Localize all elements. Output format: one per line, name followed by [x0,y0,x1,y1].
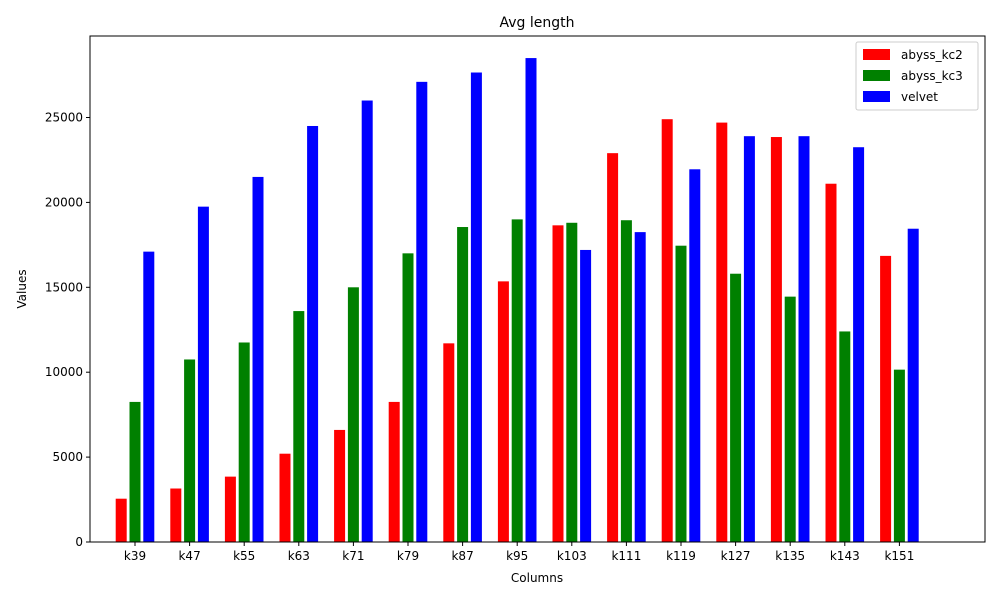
bar-abyss_kc3-k103 [566,222,578,542]
bars-layer [115,58,919,543]
y-tick-label: 5000 [52,450,83,464]
bar-velvet-k135 [798,136,810,542]
bar-velvet-k103 [580,249,592,542]
x-tick-label: k95 [506,549,528,563]
bar-abyss_kc2-k47 [170,488,182,542]
bar-abyss_kc3-k143 [839,331,851,542]
bar-velvet-k95 [525,58,537,542]
bar-abyss_kc2-k127 [716,122,728,542]
legend-swatch-velvet [863,91,890,102]
y-tick-label: 20000 [45,195,83,209]
x-tick-label: k87 [451,549,473,563]
bar-abyss_kc3-k87 [457,227,469,542]
bar-velvet-k87 [470,72,482,542]
bar-abyss_kc2-k95 [497,281,509,542]
bar-velvet-k39 [143,251,155,542]
bar-abyss_kc3-k119 [675,245,687,542]
bar-velvet-k71 [361,100,373,543]
chart-title: Avg length [499,15,574,31]
bar-abyss_kc2-k87 [443,343,455,542]
bar-abyss_kc2-k135 [770,137,782,542]
bar-abyss_kc2-k103 [552,225,564,542]
legend-label-velvet: velvet [901,90,938,104]
bar-abyss_kc2-k39 [115,498,127,542]
legend-label-abyss_kc3: abyss_kc3 [901,69,963,83]
x-tick-label: k103 [557,549,587,563]
bar-abyss_kc2-k63 [279,453,291,542]
y-tick-label: 15000 [45,280,83,294]
bar-abyss_kc2-k111 [607,153,619,542]
bar-abyss_kc2-k79 [388,401,400,542]
bar-velvet-k143 [853,147,865,542]
bar-abyss_kc3-k151 [893,369,905,542]
bar-abyss_kc2-k151 [880,255,892,542]
bar-abyss_kc2-k143 [825,183,837,542]
bar-abyss_kc3-k95 [511,219,523,542]
x-tick-label: k127 [721,549,751,563]
x-axis-label: Columns [511,571,563,585]
bar-abyss_kc3-k79 [402,253,414,542]
x-tick-label: k119 [666,549,696,563]
x-tick-label: k55 [233,549,255,563]
bar-velvet-k111 [634,232,646,542]
y-axis: 0 5000 10000 15000 20000 25000 [45,111,90,549]
x-tick-label: k79 [397,549,419,563]
bar-abyss_kc3-k127 [730,273,742,542]
x-tick-label: k39 [124,549,146,563]
bar-velvet-k127 [743,136,755,542]
plot-area-frame [89,35,986,543]
y-tick-label: 25000 [45,111,83,125]
bar-velvet-k55 [252,176,264,542]
legend-swatch-abyss_kc2 [863,49,890,60]
x-tick-label: k151 [884,549,914,563]
x-tick-label: k71 [342,549,364,563]
bar-abyss_kc3-k71 [347,287,359,542]
bar-abyss_kc2-k119 [661,119,673,542]
bar-velvet-k47 [197,206,209,542]
bar-velvet-k151 [907,228,919,542]
y-tick-label: 10000 [45,365,83,379]
bar-abyss_kc2-k71 [334,429,346,542]
x-tick-label: k111 [611,549,641,563]
bar-abyss_kc2-k55 [224,476,236,542]
bar-abyss_kc3-k111 [620,220,632,543]
bar-abyss_kc3-k63 [293,311,305,542]
bar-abyss_kc3-k39 [129,401,141,542]
bar-velvet-k63 [307,125,319,543]
bar-velvet-k79 [416,81,428,542]
x-tick-label: k63 [288,549,310,563]
x-tick-label: k143 [830,549,860,563]
bar-abyss_kc3-k47 [184,359,196,542]
legend-swatch-abyss_kc3 [863,70,890,81]
bar-abyss_kc3-k55 [238,342,250,542]
bar-velvet-k119 [689,169,701,543]
legend-label-abyss_kc2: abyss_kc2 [901,48,963,62]
bar-abyss_kc3-k135 [784,296,796,542]
x-axis: k39 k47 k55 k63 k71 k79 k87 k95 k103 k111 k119 k127… [124,542,914,563]
y-tick-label: 0 [75,535,83,549]
x-tick-label: k47 [178,549,200,563]
x-tick-label: k135 [775,549,805,563]
y-axis-label: Values [15,269,29,308]
